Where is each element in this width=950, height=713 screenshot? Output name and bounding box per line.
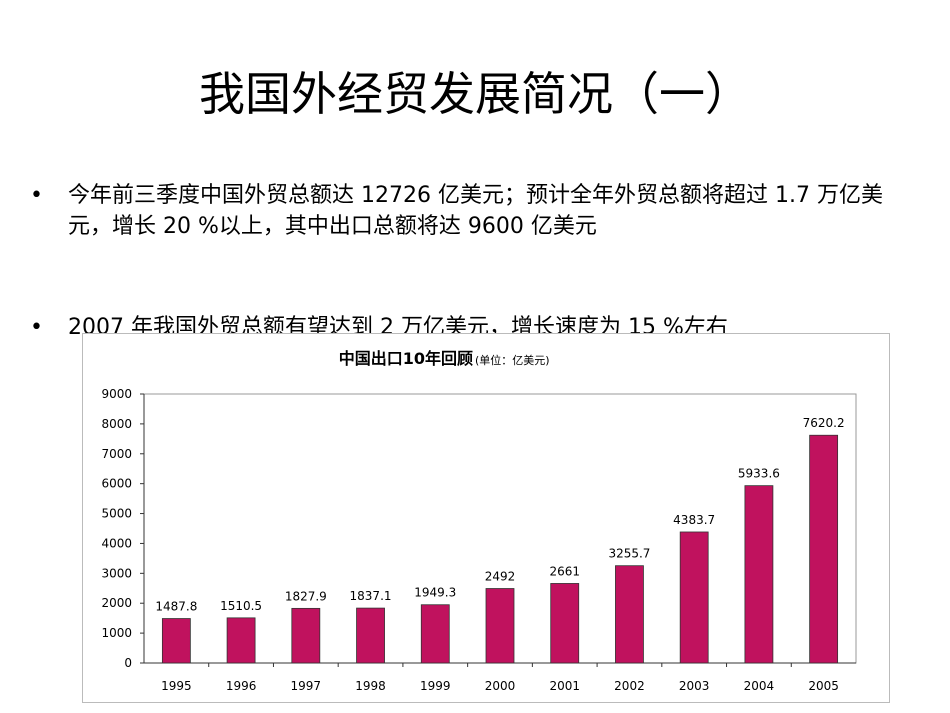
data-label: 1487.8 xyxy=(155,600,197,614)
y-tick-label: 2000 xyxy=(101,596,132,610)
y-tick-label: 1000 xyxy=(101,626,132,640)
y-tick-label: 5000 xyxy=(101,507,132,521)
y-tick-label: 0 xyxy=(124,656,132,670)
data-label: 2492 xyxy=(485,570,516,584)
bar xyxy=(420,604,450,664)
data-label: 1827.9 xyxy=(285,589,327,603)
chart-title: 中国出口10年回顾 xyxy=(339,349,473,368)
bar xyxy=(615,565,644,664)
y-tick-label: 9000 xyxy=(101,387,132,401)
data-label: 4383.7 xyxy=(673,513,715,527)
bar xyxy=(550,583,580,664)
data-label: 1837.1 xyxy=(350,589,392,603)
data-label: 1510.5 xyxy=(220,599,262,613)
bullet-marker: • xyxy=(30,183,43,208)
y-tick-label: 3000 xyxy=(101,566,132,580)
chart-image: 中国出口10年回顾 (单位：亿美元) 0 1000 2000 3000 4000 5000… xyxy=(82,333,890,703)
bar xyxy=(226,617,256,664)
bar xyxy=(161,618,191,664)
bar xyxy=(485,588,515,664)
y-tick-label: 7000 xyxy=(101,447,132,461)
data-label: 2661 xyxy=(549,564,580,578)
x-tick-label: 2001 xyxy=(549,679,580,693)
x-tick-label: 1995 xyxy=(161,679,192,693)
bar xyxy=(679,531,709,664)
bar xyxy=(356,607,385,664)
bar-chart: 中国出口10年回顾 (单位：亿美元) 0 1000 2000 3000 4000 5000… xyxy=(101,349,857,693)
x-tick-label: 1997 xyxy=(291,679,322,693)
x-tick-label: 1999 xyxy=(420,679,451,693)
x-tick-label: 2004 xyxy=(744,679,775,693)
bar xyxy=(744,485,774,664)
bar xyxy=(291,607,321,664)
bullet-marker: • xyxy=(30,315,43,340)
data-label: 5933.6 xyxy=(738,467,780,481)
x-tick-label: 1996 xyxy=(226,679,257,693)
data-label: 7620.2 xyxy=(803,416,845,430)
x-tick-label: 2003 xyxy=(679,679,710,693)
y-tick-label: 8000 xyxy=(101,417,132,431)
y-tick-label: 6000 xyxy=(101,477,132,491)
x-tick-label: 1998 xyxy=(355,679,386,693)
x-tick-label: 2002 xyxy=(614,679,645,693)
slide-title: 我国外经贸发展简况（一） xyxy=(199,67,751,121)
x-tick-label: 2005 xyxy=(808,679,839,693)
bar xyxy=(809,434,839,664)
data-label: 1949.3 xyxy=(414,586,456,600)
bullet-text: 今年前三季度中国外贸总额达 12726 亿美元；预计全年外贸总额将超过 1.7 … xyxy=(68,183,883,239)
y-tick-label: 4000 xyxy=(101,536,132,550)
x-tick-label: 2000 xyxy=(485,679,516,693)
bullet-item: • 今年前三季度中国外贸总额达 12726 亿美元；预计全年外贸总额将超过 1.… xyxy=(30,180,920,242)
chart-subtitle: (单位：亿美元) xyxy=(475,353,550,367)
data-label: 3255.7 xyxy=(608,547,650,561)
